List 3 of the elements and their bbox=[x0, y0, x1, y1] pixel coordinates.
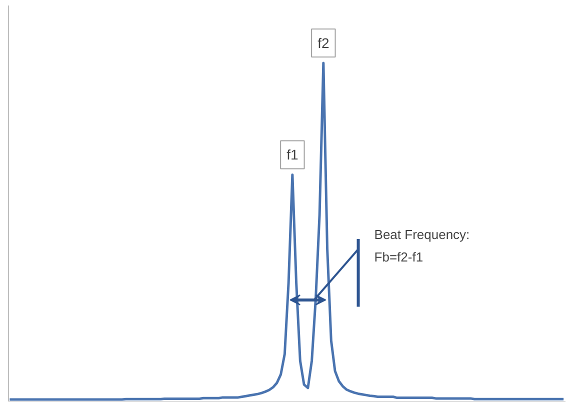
annotation: f1 bbox=[286, 146, 298, 163]
annotation: Beat Frequency: Fb=f2-f1 bbox=[374, 227, 470, 265]
text: f2 bbox=[318, 35, 330, 52]
